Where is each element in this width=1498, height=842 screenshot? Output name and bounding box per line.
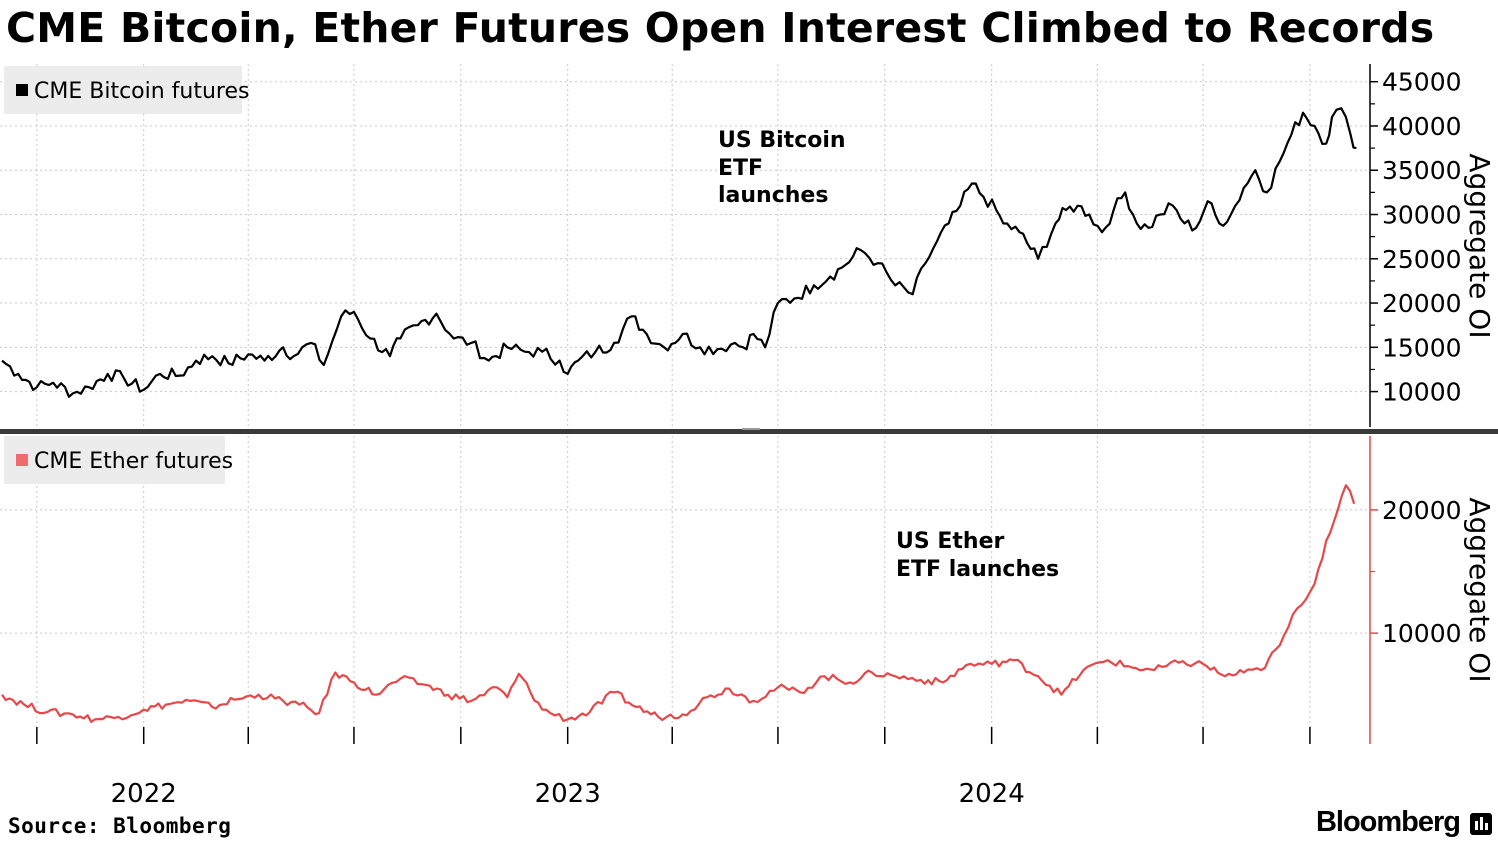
panel-divider-handle[interactable] (742, 428, 760, 430)
y-axis-title-ether: Aggregate OI (1463, 497, 1496, 682)
legend-ether: CME Ether futures (4, 436, 233, 484)
x-tick-label: 2022 (111, 779, 177, 809)
x-tick-label: 2024 (959, 779, 1025, 809)
series-line-bitcoin (1, 107, 1357, 398)
y-tick-label: 25000 (1382, 245, 1462, 274)
panel-divider (0, 429, 1498, 434)
y-tick-label: 10000 (1382, 378, 1462, 407)
annotation-bitcoin-line-1: US Bitcoin (718, 128, 846, 153)
gridlines (0, 64, 1370, 744)
brand-logo: Bloomberg (1315, 806, 1461, 838)
bloomberg-terminal-icon (1470, 813, 1492, 835)
y-tick-label: 15000 (1382, 333, 1462, 362)
annotation-bitcoin-line-2: ETF (718, 156, 763, 181)
series-line-ether (1, 484, 1356, 723)
legend-ether-label: CME Ether futures (34, 449, 233, 474)
annotation-bitcoin-line-3: launches (718, 183, 828, 208)
y-tick-label: 40000 (1382, 112, 1462, 141)
y-tick-label: 30000 (1382, 201, 1462, 230)
annotation-ether-line-1: US Ether (896, 529, 1004, 554)
y-tick-label: 20000 (1382, 289, 1462, 318)
annotation-ether-line-2: ETF launches (896, 557, 1059, 582)
chart-title: CME Bitcoin, Ether Futures Open Interest… (6, 4, 1435, 52)
y-tick-label: 45000 (1382, 68, 1462, 97)
annotation-ether: US Ether ETF launches (896, 529, 1059, 582)
y-tick-label: 10000 (1382, 619, 1462, 648)
legend-bitcoin: CME Bitcoin futures (4, 66, 250, 114)
y-axis-title-bitcoin: Aggregate OI (1463, 153, 1496, 338)
axes: 2022 2023 2024 10000 15000 20000 25000 30000 350… (36, 64, 1462, 809)
series-lines (1, 107, 1357, 723)
legend-bitcoin-swatch (16, 84, 28, 96)
y-tick-label: 35000 (1382, 156, 1462, 185)
source-note: Source: Bloomberg (8, 814, 232, 838)
y-tick-label: 20000 (1382, 496, 1462, 525)
legend-bitcoin-label: CME Bitcoin futures (34, 79, 250, 104)
x-tick-label: 2023 (535, 779, 601, 809)
annotation-bitcoin: US Bitcoin ETF launches (718, 128, 853, 208)
legend-ether-swatch (16, 454, 28, 466)
